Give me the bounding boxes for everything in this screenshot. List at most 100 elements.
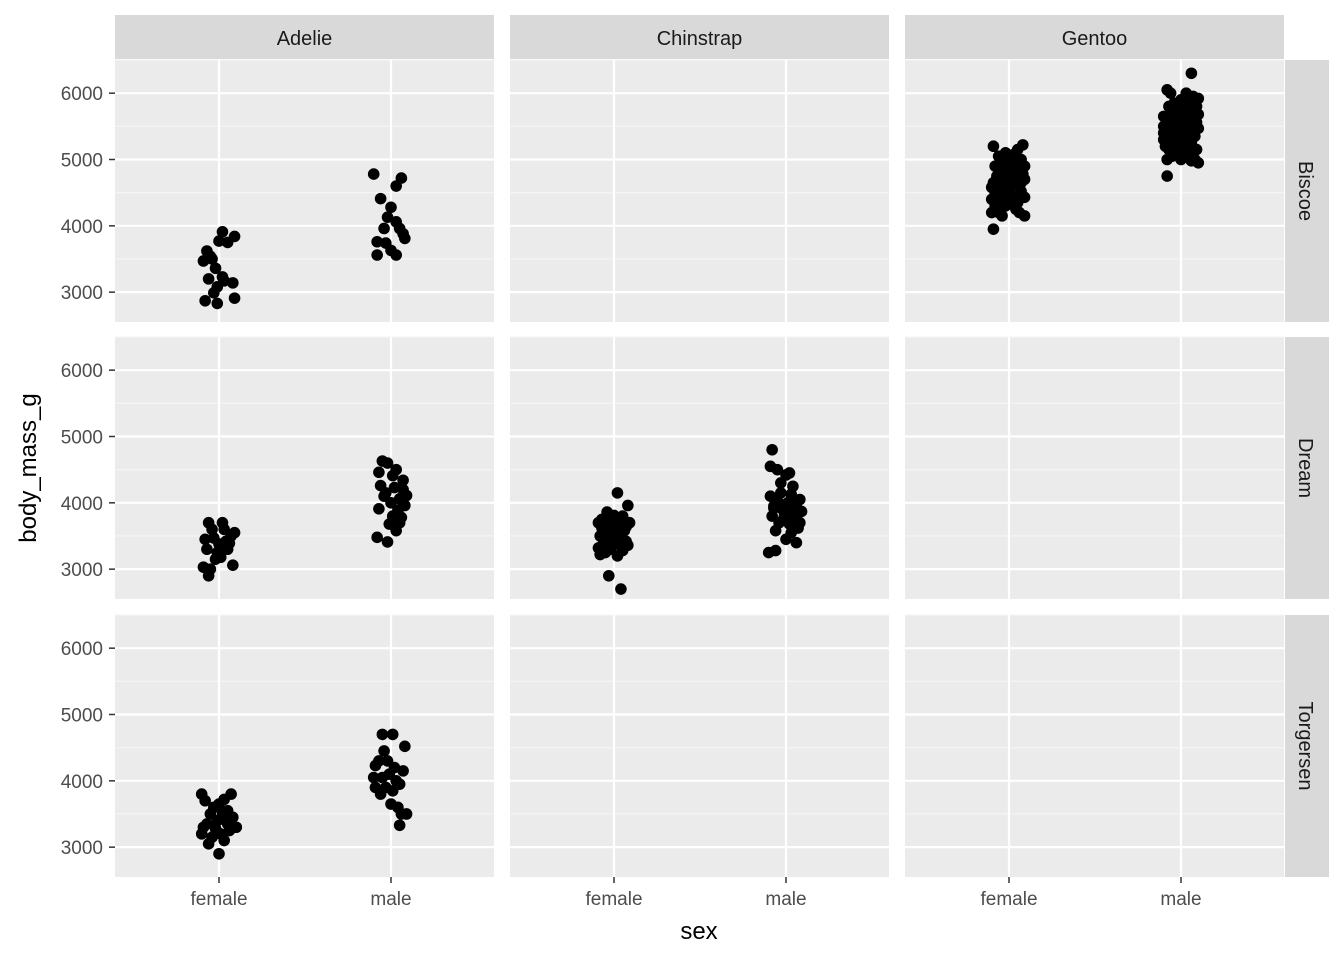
data-point-adelie-torgersen-female (199, 794, 211, 807)
strip-label-adelie: Adelie (277, 28, 333, 50)
x-tick-label: female (190, 889, 247, 910)
data-point-gentoo-biscoe-female (1018, 210, 1031, 222)
x-tick-label: male (1160, 889, 1201, 910)
data-point-gentoo-biscoe-male (1175, 153, 1187, 166)
data-point-adelie-biscoe-female (216, 225, 229, 238)
data-point-gentoo-biscoe-male (1185, 155, 1198, 167)
data-point-gentoo-biscoe-male (1161, 153, 1173, 166)
strip-label-dream: Dream (1294, 438, 1316, 498)
data-point-chinstrap-dream-female (606, 531, 619, 544)
data-point-chinstrap-dream-male (775, 487, 787, 499)
data-point-chinstrap-dream-female (596, 513, 608, 526)
data-point-adelie-biscoe-female (197, 255, 210, 267)
y-tick-label: 5000 (61, 705, 103, 726)
data-point-adelie-dream-female (206, 523, 218, 536)
data-point-adelie-torgersen-male (367, 771, 380, 784)
data-point-adelie-biscoe-male (385, 201, 397, 214)
data-point-adelie-biscoe-female (202, 273, 215, 285)
data-point-adelie-torgersen-male (386, 728, 399, 741)
data-point-adelie-torgersen-female (195, 828, 208, 840)
data-point-adelie-biscoe-female (211, 297, 224, 310)
data-point-adelie-dream-female (214, 551, 227, 564)
data-point-chinstrap-dream-female (615, 540, 627, 552)
y-tick-label: 3000 (61, 283, 103, 304)
data-point-adelie-torgersen-female (202, 838, 215, 850)
data-point-chinstrap-dream-male (790, 536, 803, 549)
data-point-adelie-torgersen-male (386, 784, 399, 797)
data-point-adelie-biscoe-female (227, 277, 239, 289)
data-point-chinstrap-dream-male (768, 500, 780, 512)
data-point-adelie-biscoe-male (371, 249, 383, 261)
data-point-adelie-dream-female (223, 537, 236, 550)
data-point-chinstrap-dream-male (783, 467, 796, 479)
data-point-adelie-dream-female (199, 533, 211, 546)
data-point-adelie-torgersen-male (374, 788, 387, 800)
data-point-chinstrap-dream-female (611, 550, 624, 562)
data-point-adelie-biscoe-male (367, 168, 380, 180)
strip-label-gentoo: Gentoo (1062, 28, 1128, 50)
data-point-chinstrap-dream-male (771, 463, 784, 476)
data-point-adelie-torgersen-female (213, 847, 225, 860)
x-tick-label: female (585, 889, 642, 910)
strip-chinstrap (510, 15, 889, 59)
data-point-gentoo-biscoe-male (1183, 110, 1196, 123)
data-point-gentoo-biscoe-female (987, 223, 1000, 235)
panel-gentoo-torgersen (905, 615, 1284, 877)
data-point-gentoo-biscoe-male (1171, 117, 1184, 129)
data-point-chinstrap-dream-male (788, 506, 801, 519)
data-point-adelie-dream-female (218, 523, 230, 536)
data-point-adelie-biscoe-male (371, 235, 383, 248)
data-point-adelie-torgersen-female (221, 818, 234, 830)
data-point-adelie-biscoe-female (199, 294, 211, 307)
x-tick-label: male (370, 889, 411, 910)
y-tick-label: 6000 (61, 361, 103, 382)
data-point-chinstrap-dream-female (603, 569, 615, 582)
data-point-gentoo-biscoe-female (996, 210, 1008, 222)
data-point-adelie-torgersen-male (369, 759, 382, 772)
data-point-adelie-dream-male (393, 516, 406, 529)
panel-chinstrap-biscoe (510, 60, 889, 322)
strip-label-chinstrap: Chinstrap (657, 28, 743, 50)
y-tick-label: 3000 (61, 560, 103, 581)
axes: 3000 4000 5000 6000 3000 4000 5000 6000 3000 4000… (61, 84, 1202, 910)
data-point-adelie-dream-female (227, 559, 239, 571)
data-point-adelie-dream-female (213, 538, 225, 550)
facet-panels (115, 59, 1284, 877)
panel-gentoo-dream (905, 337, 1284, 599)
data-point-adelie-biscoe-male (374, 192, 387, 205)
panel-chinstrap-torgersen (510, 615, 889, 877)
y-tick-label: 4000 (61, 494, 103, 515)
panel-adelie-dream (115, 337, 494, 599)
data-point-chinstrap-dream-male (769, 524, 782, 537)
data-point-adelie-torgersen-male (393, 819, 406, 832)
data-point-chinstrap-dream-female (615, 583, 627, 595)
data-point-adelie-torgersen-male (400, 808, 413, 820)
data-point-chinstrap-dream-male (769, 544, 782, 557)
y-tick-label: 5000 (61, 427, 103, 448)
y-tick-label: 3000 (61, 838, 103, 859)
data-point-adelie-torgersen-male (383, 768, 396, 780)
strip-label-biscoe: Biscoe (1294, 161, 1316, 221)
data-point-adelie-biscoe-female (216, 271, 229, 283)
y-tick-label: 4000 (61, 217, 103, 238)
strip-label-torgersen: Torgersen (1294, 702, 1316, 791)
data-point-chinstrap-dream-male (780, 533, 792, 546)
data-point-adelie-torgersen-male (397, 765, 409, 777)
data-point-adelie-biscoe-male (390, 180, 402, 192)
data-point-adelie-dream-male (397, 483, 409, 496)
data-point-adelie-torgersen-male (378, 745, 390, 757)
data-point-adelie-biscoe-female (221, 236, 234, 249)
data-point-adelie-torgersen-male (399, 740, 411, 753)
data-point-gentoo-biscoe-male (1161, 170, 1173, 182)
y-tick-label: 6000 (61, 84, 103, 105)
strip-torgersen (1285, 615, 1329, 877)
data-point-chinstrap-dream-female (608, 520, 620, 532)
data-point-adelie-dream-male (371, 531, 383, 544)
data-point-adelie-dream-female (202, 569, 215, 582)
data-point-adelie-biscoe-male (381, 211, 394, 223)
data-point-chinstrap-dream-male (794, 516, 806, 529)
data-point-gentoo-biscoe-male (1185, 67, 1198, 80)
panel-adelie-torgersen (115, 615, 494, 877)
data-point-chinstrap-dream-male (780, 513, 792, 526)
